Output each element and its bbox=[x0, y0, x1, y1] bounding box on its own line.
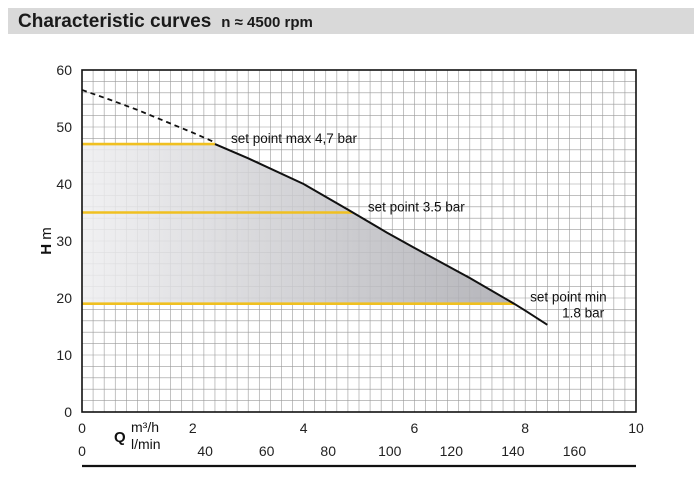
operating-area-fill bbox=[82, 144, 515, 304]
pump-curve-line bbox=[214, 143, 548, 326]
x2-tick-label: 100 bbox=[378, 443, 402, 459]
y-tick-label: 50 bbox=[56, 119, 72, 135]
x-unit-primary: m³/h bbox=[131, 419, 159, 435]
x2-tick-label: 0 bbox=[78, 443, 86, 459]
set-point-min-value-label: 1.8 bar bbox=[562, 306, 605, 321]
y-tick-label: 20 bbox=[56, 290, 72, 306]
x-tick-label: 10 bbox=[628, 420, 644, 436]
y-tick-label: 0 bbox=[64, 404, 72, 420]
pump-curve bbox=[81, 89, 548, 326]
x-axis-symbol: Q bbox=[114, 429, 126, 446]
y-tick-label: 60 bbox=[56, 62, 72, 78]
operating-area bbox=[82, 144, 515, 304]
x2-tick-label: 40 bbox=[197, 443, 213, 459]
chart-subtitle: n ≈ 4500 rpm bbox=[221, 14, 313, 31]
x2-tick-label: 80 bbox=[320, 443, 336, 459]
plot-frame bbox=[81, 69, 637, 413]
set-point-3-5-label: set point 3.5 bar bbox=[368, 200, 465, 215]
y-axis-label: H m bbox=[38, 227, 55, 255]
x-tick-label: 0 bbox=[78, 420, 86, 436]
x2-tick-label: 120 bbox=[440, 443, 464, 459]
set-point-min-label: set point min bbox=[530, 290, 607, 305]
extrapolated-curve-line bbox=[81, 89, 216, 144]
x-tick-label: 6 bbox=[411, 420, 419, 436]
y-tick-label: 10 bbox=[56, 347, 72, 363]
header-bar: Characteristic curves n ≈ 4500 rpm bbox=[8, 8, 694, 34]
y-tick-label: 40 bbox=[56, 176, 72, 192]
x-unit-secondary: l/min bbox=[131, 436, 161, 452]
x2-tick-label: 140 bbox=[501, 443, 525, 459]
x2-tick-label: 160 bbox=[563, 443, 587, 459]
set-point-max-label: set point max 4,7 bar bbox=[231, 131, 358, 146]
chart-title: Characteristic curves n ≈ 4500 rpm bbox=[18, 11, 313, 32]
set-point-lines bbox=[82, 142, 515, 306]
x2-tick-label: 60 bbox=[259, 443, 275, 459]
x-tick-label: 8 bbox=[521, 420, 529, 436]
y-tick-label: 30 bbox=[56, 233, 72, 249]
x-tick-label: 2 bbox=[189, 420, 197, 436]
x-tick-label: 4 bbox=[300, 420, 308, 436]
